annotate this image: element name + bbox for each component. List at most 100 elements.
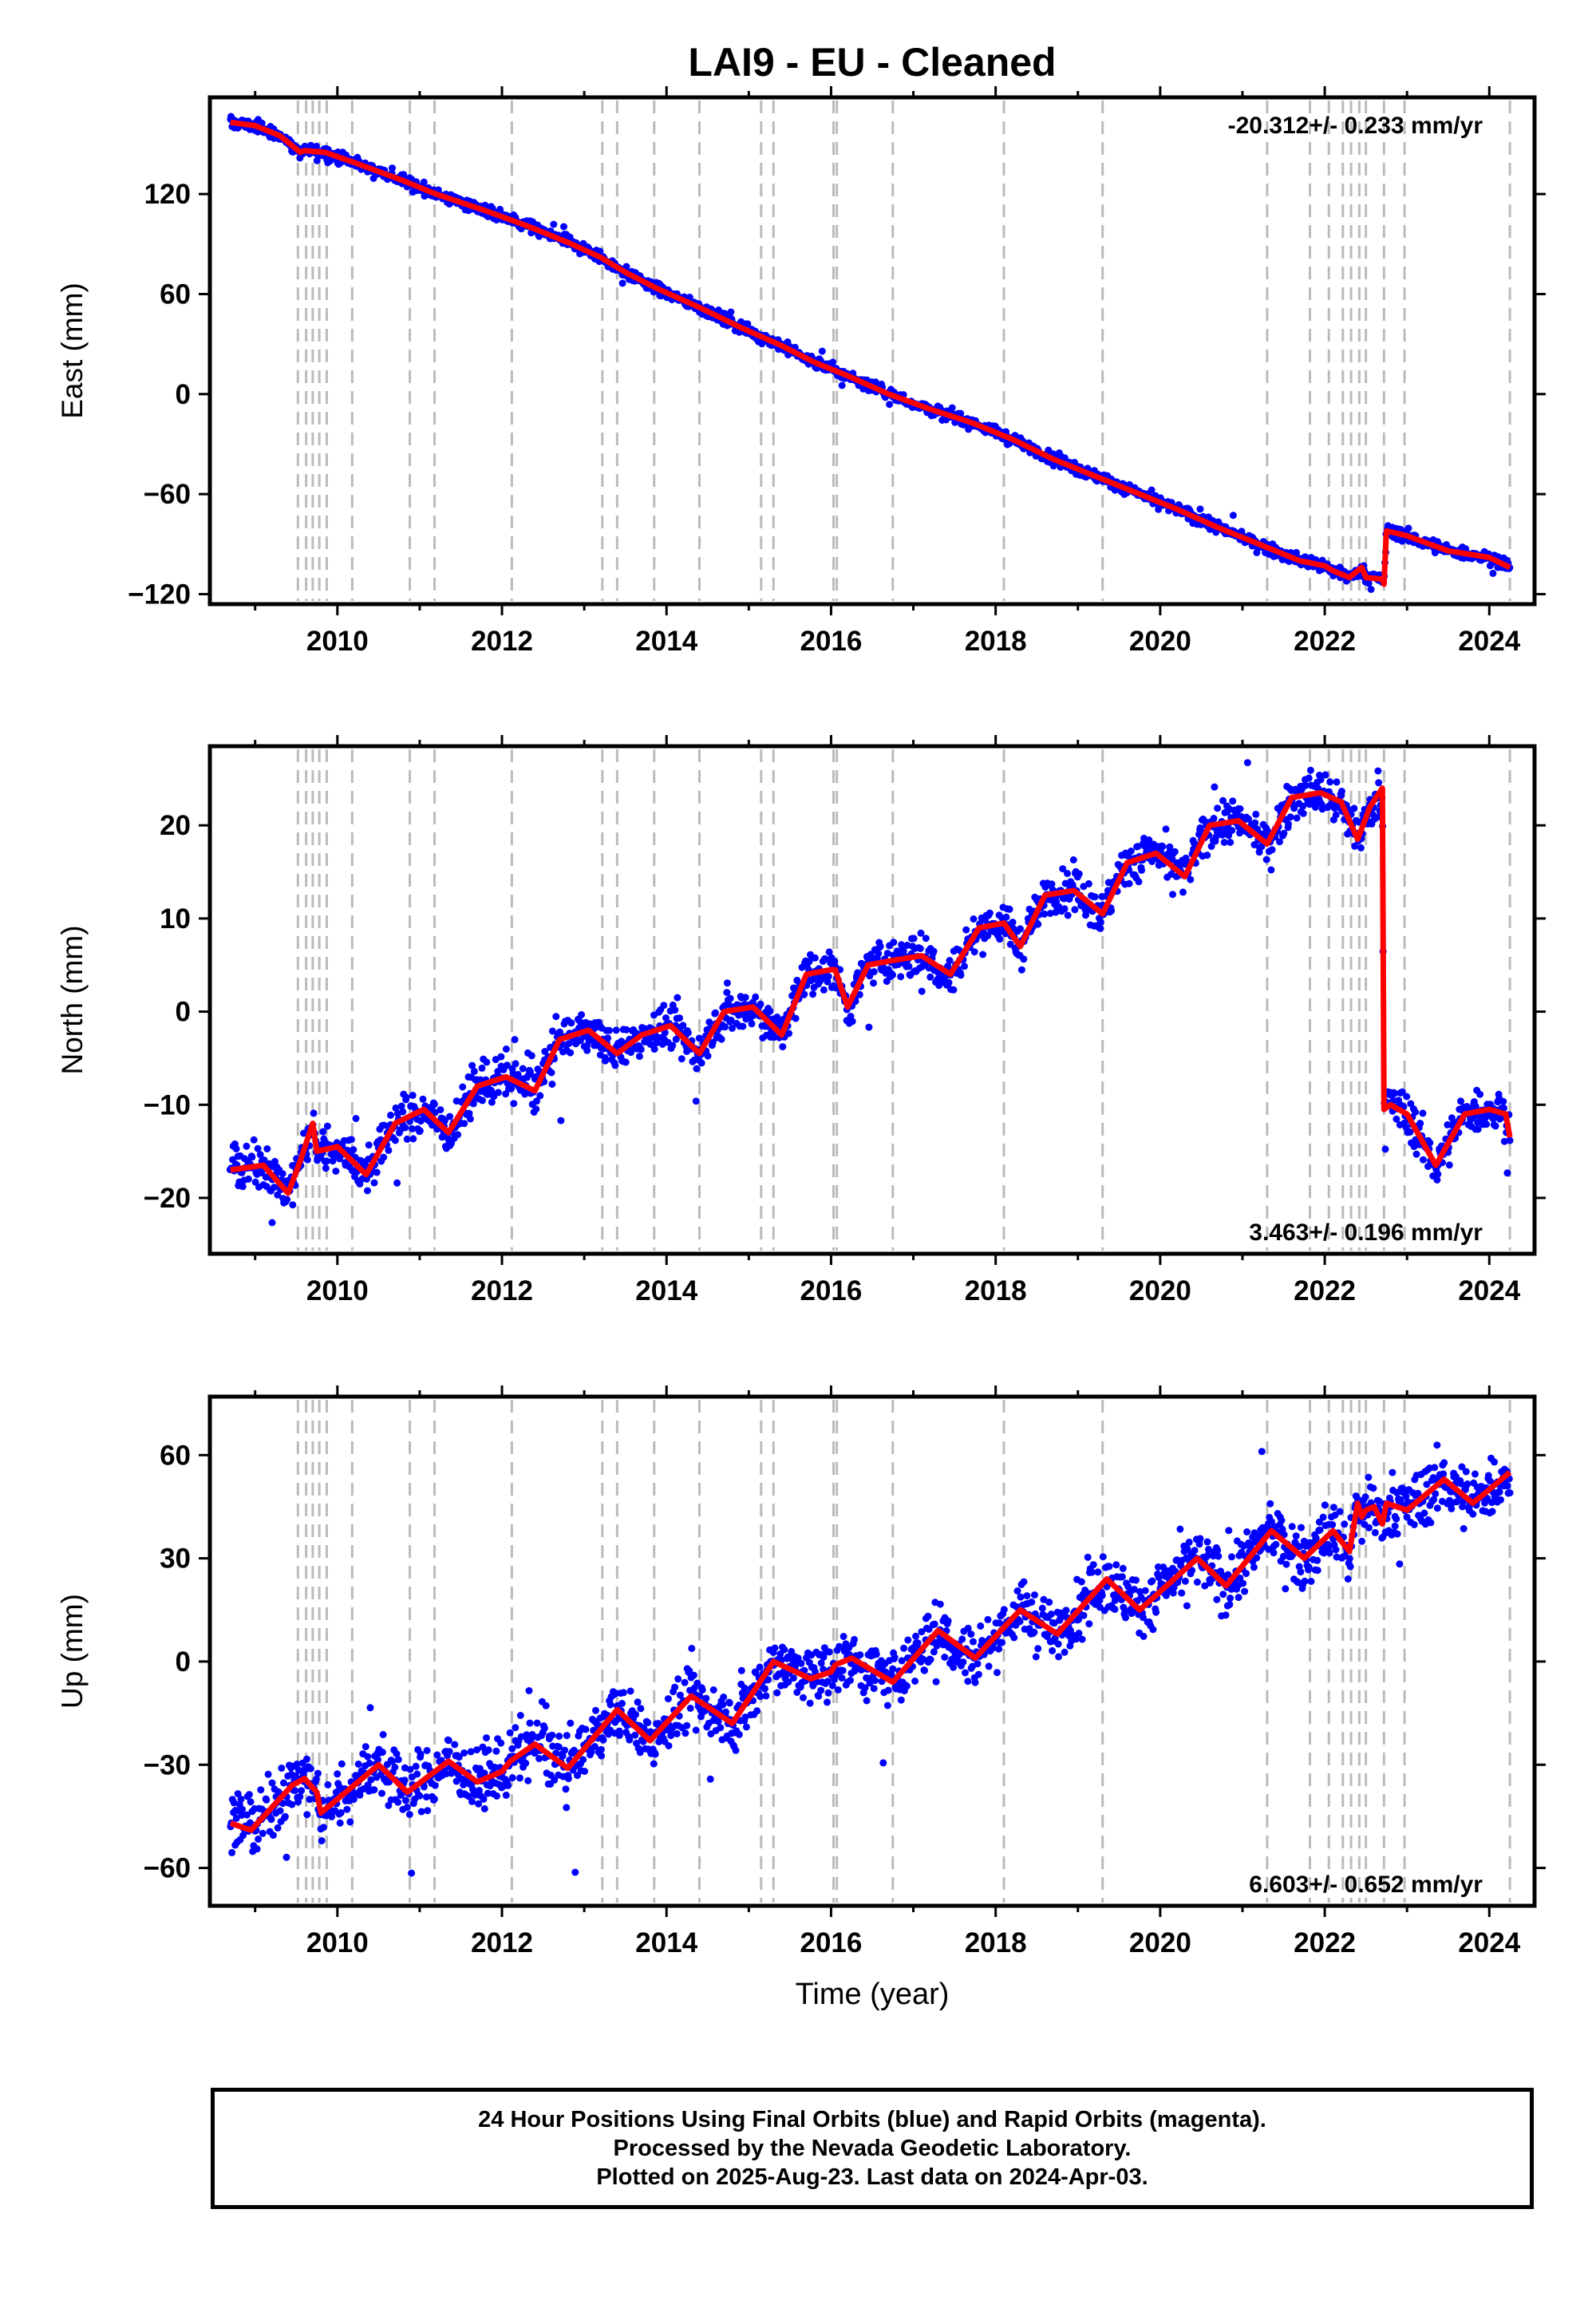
data-point [1075, 1615, 1082, 1623]
data-point [460, 1749, 468, 1757]
x-tick-label: 2024 [1458, 626, 1520, 657]
data-point [416, 1792, 424, 1800]
data-point [806, 1699, 814, 1707]
x-tick-label: 2010 [306, 1275, 369, 1306]
data-point [994, 1669, 1001, 1677]
data-point [674, 1675, 682, 1683]
data-point [412, 1762, 420, 1770]
data-point [686, 1705, 694, 1712]
data-point [636, 1749, 644, 1757]
data-point [1196, 824, 1204, 832]
data-point [347, 1136, 355, 1144]
data-point [454, 1131, 462, 1139]
data-point [732, 1746, 740, 1754]
data-point [352, 1115, 360, 1122]
data-point [237, 1795, 245, 1803]
data-point [1495, 1115, 1503, 1123]
data-point [876, 943, 884, 951]
data-point [508, 1745, 516, 1753]
data-point [911, 1678, 919, 1685]
data-point [984, 1615, 992, 1623]
data-point [468, 1061, 476, 1069]
data-point [817, 1686, 825, 1694]
data-point [1020, 955, 1028, 963]
data-point [683, 1721, 691, 1729]
data-point [1108, 907, 1116, 915]
data-point [1034, 1645, 1042, 1653]
data-point [739, 1022, 747, 1030]
data-point [632, 1710, 640, 1718]
data-point [401, 1777, 409, 1784]
data-point [378, 1789, 385, 1797]
data-point [771, 1644, 779, 1652]
rate-label: 3.463+/- 0.196 mm/yr [1249, 1219, 1483, 1246]
y-tick-label: −10 [144, 1089, 191, 1120]
data-point [945, 978, 953, 986]
data-point [817, 1659, 825, 1667]
data-point [785, 1030, 793, 1037]
data-points [227, 1441, 1514, 1877]
data-point [497, 1739, 505, 1747]
data-point [879, 1759, 887, 1767]
data-point [1472, 1102, 1479, 1110]
data-point [582, 1725, 590, 1733]
data-point [536, 1092, 544, 1100]
data-point [274, 1191, 282, 1199]
data-point [230, 1799, 238, 1807]
data-point [437, 1106, 444, 1114]
data-point [401, 1796, 409, 1804]
data-point [313, 156, 321, 164]
data-point [380, 1153, 388, 1161]
data-point [748, 1020, 756, 1028]
data-point [1071, 906, 1079, 914]
data-point [1140, 1632, 1148, 1640]
x-tick-label: 2016 [800, 1275, 863, 1306]
data-point [726, 994, 734, 1002]
data-point [717, 1035, 725, 1043]
y-tick-label: 10 [160, 903, 191, 935]
data-point [422, 1793, 430, 1801]
data-point [430, 1101, 438, 1109]
data-point [1091, 893, 1099, 901]
data-point [378, 1749, 386, 1757]
data-point [1054, 1640, 1062, 1648]
data-point [597, 1745, 605, 1753]
data-point [465, 1109, 473, 1117]
data-point [961, 962, 968, 970]
data-point [1135, 878, 1143, 886]
data-point [898, 941, 906, 949]
data-point [1286, 813, 1294, 821]
data-point [1373, 813, 1381, 821]
data-point [917, 929, 925, 937]
data-point [998, 1638, 1006, 1646]
data-point [712, 1009, 719, 1017]
data-point [469, 1100, 477, 1108]
data-point [1357, 844, 1365, 852]
data-point [1000, 1606, 1008, 1614]
data-point [1250, 1563, 1258, 1571]
data-point [1213, 1595, 1221, 1603]
data-point [525, 1687, 533, 1694]
data-point [1262, 856, 1270, 864]
data-point [870, 979, 877, 987]
data-point [310, 1109, 318, 1117]
data-point [974, 1670, 982, 1678]
data-point [1499, 1097, 1507, 1105]
data-point [1098, 1591, 1106, 1599]
data-point [681, 1678, 689, 1686]
data-point [365, 1141, 373, 1149]
data-point [811, 954, 819, 962]
data-point [662, 1014, 670, 1022]
data-point [1210, 815, 1218, 822]
data-point [1072, 1635, 1080, 1643]
data-point [985, 1662, 993, 1670]
data-point [828, 1682, 836, 1690]
data-point [234, 1790, 242, 1798]
x-tick-label: 2012 [471, 1275, 533, 1306]
data-point [244, 1175, 252, 1183]
data-point [1268, 1518, 1275, 1526]
data-point [1203, 1538, 1211, 1546]
data-point [296, 1792, 304, 1800]
data-point [1305, 774, 1313, 782]
data-point [689, 1671, 697, 1679]
